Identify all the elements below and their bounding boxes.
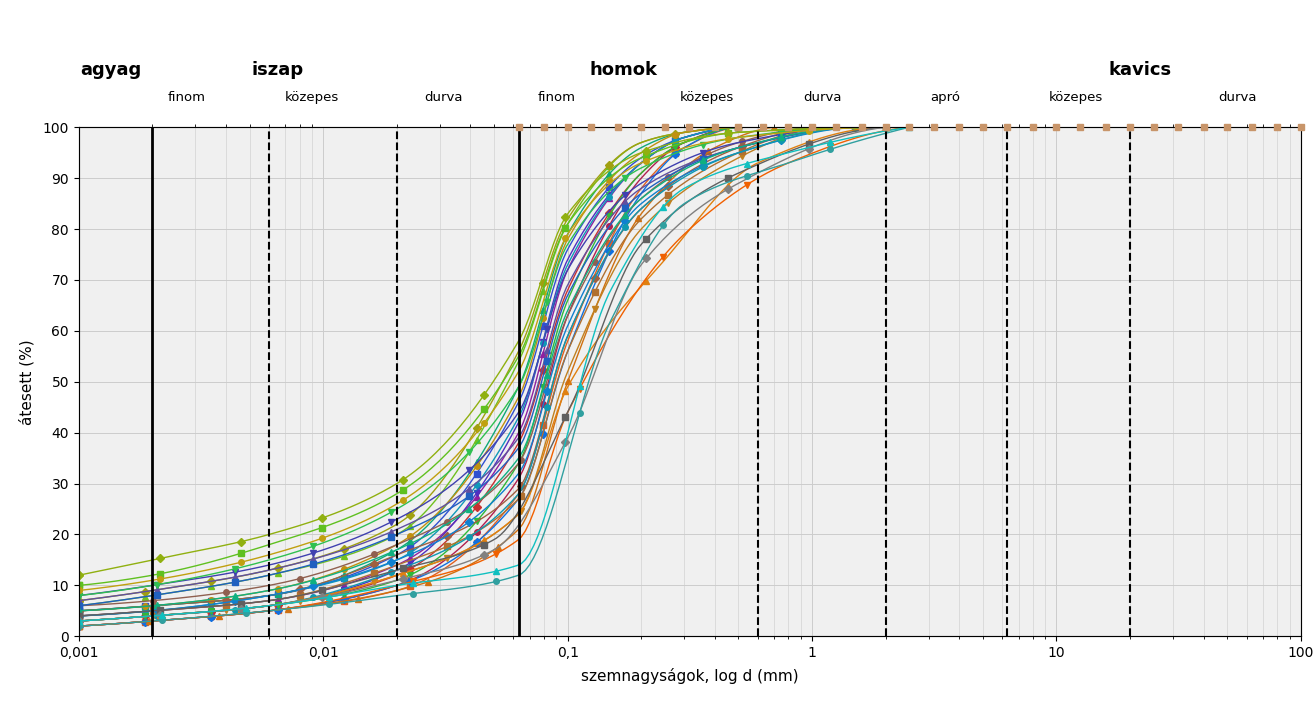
Text: apró: apró [930, 91, 961, 105]
Text: közepes: közepes [1049, 91, 1102, 105]
Text: kavics: kavics [1109, 61, 1172, 79]
Text: durva: durva [803, 91, 841, 105]
Text: iszap: iszap [251, 61, 304, 79]
Text: durva: durva [424, 91, 463, 105]
Text: durva: durva [1218, 91, 1256, 105]
X-axis label: szemnagyságok, log d (mm): szemnagyságok, log d (mm) [581, 668, 799, 684]
Text: közepes: közepes [679, 91, 733, 105]
Text: közepes: közepes [285, 91, 339, 105]
Text: homok: homok [590, 61, 658, 79]
Text: finom: finom [167, 91, 205, 105]
Text: agyag: agyag [80, 61, 142, 79]
Y-axis label: átesett (%): átesett (%) [18, 339, 34, 425]
Text: finom: finom [537, 91, 576, 105]
